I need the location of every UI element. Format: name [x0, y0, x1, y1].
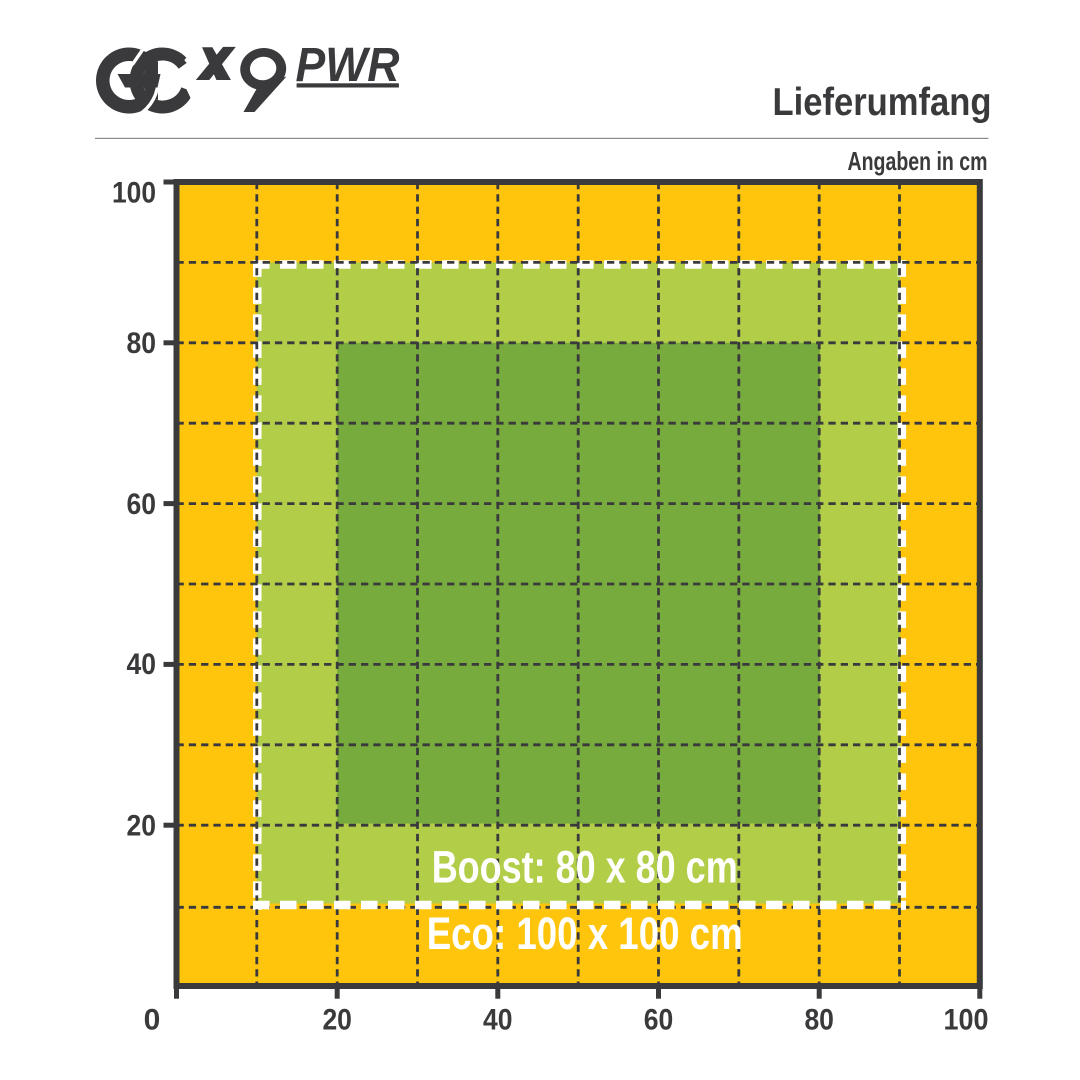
- svg-text:80: 80: [804, 1003, 834, 1036]
- svg-text:Angaben in cm: Angaben in cm: [848, 146, 988, 176]
- svg-text:PWR: PWR: [296, 39, 400, 92]
- svg-text:Lieferumfang: Lieferumfang: [773, 81, 992, 124]
- svg-text:40: 40: [483, 1003, 513, 1036]
- svg-text:20: 20: [322, 1003, 352, 1036]
- svg-text:40: 40: [127, 648, 157, 681]
- svg-text:100: 100: [944, 1003, 989, 1036]
- svg-text:100: 100: [112, 177, 156, 210]
- svg-text:Eco: 100 x 100 cm: Eco: 100 x 100 cm: [427, 908, 743, 959]
- svg-text:60: 60: [127, 488, 157, 521]
- svg-text:20: 20: [127, 809, 157, 842]
- svg-text:80: 80: [127, 327, 157, 360]
- svg-text:0: 0: [144, 1003, 161, 1036]
- svg-text:60: 60: [644, 1003, 674, 1036]
- svg-text:Boost: 80 x 80 cm: Boost: 80 x 80 cm: [432, 842, 738, 893]
